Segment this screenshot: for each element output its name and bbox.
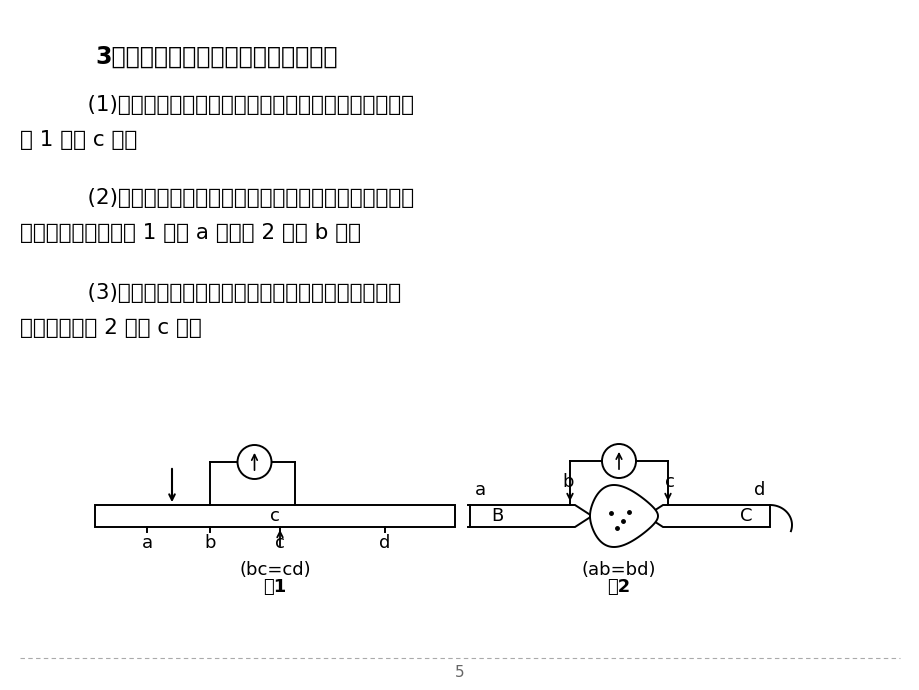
Text: C: C [739,507,752,525]
Polygon shape [645,505,769,527]
Bar [95,505,455,527]
Text: c: c [664,473,675,491]
Text: B: B [491,507,503,525]
Text: d: d [754,481,765,499]
Text: (3)若两电极只有一处兴奋，则电流表指针发生一次偏: (3)若两电极只有一处兴奋，则电流表指针发生一次偏 [60,283,401,303]
Text: (ab=bd): (ab=bd) [581,561,655,579]
Text: 图2: 图2 [607,578,630,596]
Text: c: c [270,507,279,525]
Text: a: a [474,481,485,499]
Text: 图1: 图1 [263,578,287,596]
Text: (1)若电极两处同时兴奋，则电流表指针不偏转，如刺激: (1)若电极两处同时兴奋，则电流表指针不偏转，如刺激 [60,95,414,115]
Text: (bc=cd): (bc=cd) [239,561,311,579]
Text: 5: 5 [455,665,464,680]
Text: (2)若电极两处先后兴奋，则电流表指针发生两次方向相: (2)若电极两处先后兴奋，则电流表指针发生两次方向相 [60,188,414,208]
Text: 图 1 中的 c 点。: 图 1 中的 c 点。 [20,130,137,150]
Text: 反的偏转，如刺激图 1 中的 a 点和图 2 中的 b 点。: 反的偏转，如刺激图 1 中的 a 点和图 2 中的 b 点。 [20,223,360,243]
Circle shape [601,444,635,478]
Polygon shape [589,485,657,547]
Text: 3．电流计指针偏转方向与次数的判断: 3．电流计指针偏转方向与次数的判断 [95,45,337,69]
Text: 转，如刺激图 2 中的 c 点。: 转，如刺激图 2 中的 c 点。 [20,318,201,338]
Text: b: b [562,473,573,491]
Text: c: c [275,534,285,552]
Text: d: d [379,534,391,552]
Circle shape [237,445,271,479]
Text: a: a [142,534,153,552]
Text: b: b [204,534,216,552]
Polygon shape [470,505,591,527]
